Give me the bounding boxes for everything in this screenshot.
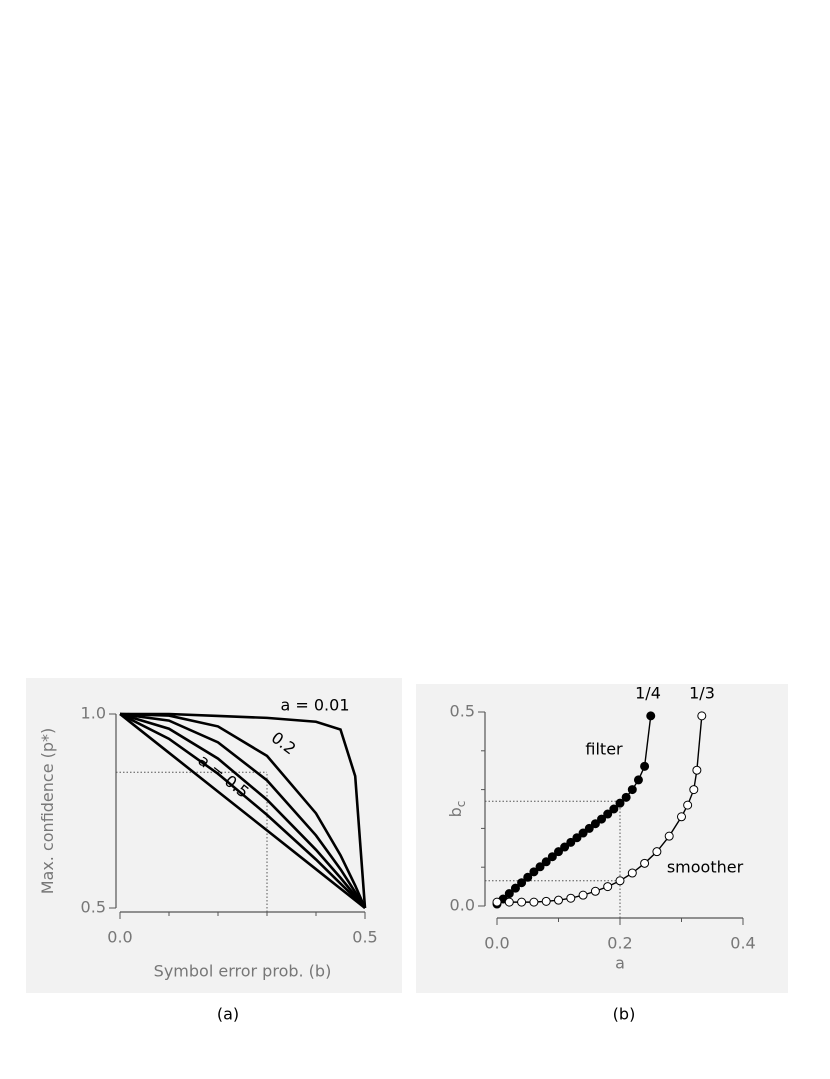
y-tick-label: 1.0: [81, 704, 106, 723]
point: [517, 878, 527, 888]
point: [566, 837, 576, 847]
point: [627, 785, 637, 795]
end-label: 1/4: [635, 684, 661, 703]
point: [529, 867, 539, 877]
panel-background: [416, 684, 788, 993]
point: [615, 798, 625, 808]
y-axis-label-main: Max. confidence (p*): [38, 728, 57, 895]
point: [541, 896, 551, 906]
x-tick-label: 0.0: [107, 928, 132, 947]
point: [590, 819, 600, 829]
point: [510, 883, 520, 893]
point: [517, 897, 527, 907]
x-tick-label: 0.4: [730, 934, 755, 953]
x-axis-label: Symbol error prob. (b): [154, 962, 332, 981]
point: [529, 897, 539, 907]
y-tick-label: 0.0: [450, 896, 475, 915]
series-line: [119, 712, 366, 910]
panel-label: (a): [217, 1005, 239, 1024]
y-axis-label-main: b: [446, 807, 465, 817]
point: [664, 831, 674, 841]
point: [523, 872, 533, 882]
point: [652, 847, 662, 857]
y-axis-label: Max. confidence (p*): [38, 728, 57, 895]
point: [504, 897, 514, 907]
point: [683, 800, 693, 810]
point: [621, 792, 631, 802]
point: [640, 761, 650, 771]
point: [566, 893, 576, 903]
point: [677, 812, 686, 822]
y-tick-label: 0.5: [81, 898, 106, 917]
series-label: smoother: [667, 858, 744, 877]
point: [578, 828, 588, 838]
x-axis-label: a: [615, 954, 625, 973]
point: [541, 857, 551, 867]
x-tick-label: 0.5: [352, 928, 377, 947]
point: [689, 785, 699, 795]
point: [697, 711, 707, 721]
point: [646, 711, 656, 721]
point: [492, 897, 502, 907]
point: [554, 847, 563, 857]
x-tick-label: 0.2: [607, 934, 632, 953]
series-line: [119, 712, 366, 909]
end-label: 1/3: [689, 684, 715, 703]
y-tick-label: 0.5: [450, 702, 475, 721]
point: [627, 868, 637, 878]
point: [535, 862, 545, 872]
point: [609, 804, 619, 814]
point: [603, 882, 613, 892]
series-line: [119, 712, 367, 909]
point: [590, 886, 600, 896]
series-line: [120, 712, 367, 909]
series-label: filter: [585, 740, 623, 759]
point: [547, 852, 557, 862]
point: [633, 775, 643, 785]
x-tick-label: 0.0: [484, 934, 509, 953]
point: [554, 895, 563, 905]
y-axis-label-sub: c: [454, 801, 468, 808]
y-axis-label: bc: [446, 801, 468, 818]
point: [640, 858, 650, 868]
series-label: a = 0.01: [280, 696, 349, 715]
panel-label: (b): [613, 1005, 636, 1024]
point: [572, 833, 582, 843]
point: [504, 889, 514, 899]
point: [578, 890, 588, 900]
point: [692, 765, 702, 775]
series-line: [119, 712, 367, 909]
point: [603, 809, 613, 819]
point: [584, 823, 594, 833]
point: [615, 876, 625, 886]
point: [560, 842, 570, 852]
point: [597, 814, 607, 824]
series-line: [119, 712, 367, 909]
